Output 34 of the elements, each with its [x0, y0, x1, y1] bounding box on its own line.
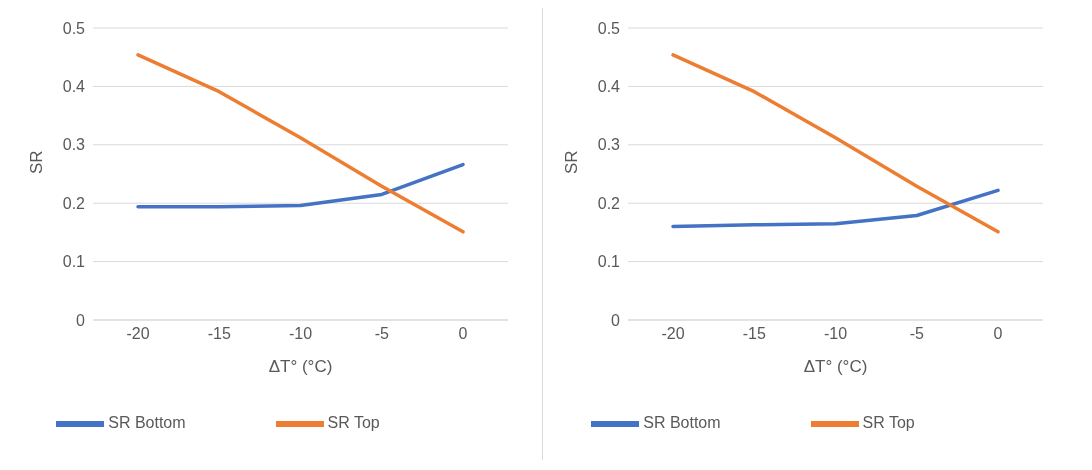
- x-tick-label: 0: [993, 325, 1003, 343]
- x-tick-label: -5: [374, 325, 389, 343]
- y-tick-label: 0.1: [597, 253, 621, 271]
- y-tick-label: 0: [76, 311, 86, 329]
- legend-label: SR Bottom: [108, 414, 186, 432]
- x-tick-label: -15: [207, 325, 231, 343]
- x-tick-label: -20: [126, 325, 150, 343]
- legend-label: SR Top: [327, 414, 380, 432]
- legend-label: SR Bottom: [643, 414, 721, 432]
- y-tick-label: 0.4: [597, 78, 621, 96]
- x-tick-label: -10: [823, 325, 848, 343]
- x-tick-label: 0: [458, 325, 468, 343]
- legend-label: SR Top: [862, 414, 915, 432]
- y-tick-label: 0.3: [62, 136, 86, 154]
- y-tick-label: 0.5: [62, 19, 86, 37]
- y-tick-label: 0.3: [597, 136, 621, 154]
- y-tick-label: 0.4: [62, 78, 86, 96]
- line-series: [136, 53, 465, 234]
- x-axis-title: ΔT° (°C): [803, 357, 868, 376]
- y-tick-label: 0.1: [62, 253, 86, 271]
- x-tick-label: -15: [742, 325, 766, 343]
- line-series: [671, 188, 1000, 229]
- x-tick-label: -5: [909, 325, 924, 343]
- x-tick-label: -20: [661, 325, 685, 343]
- y-axis-title: SR: [27, 150, 47, 174]
- line-series: [136, 162, 465, 209]
- y-tick-label: 0.2: [597, 194, 621, 212]
- y-tick-label: 0.5: [597, 19, 621, 37]
- line-series: [671, 53, 1000, 234]
- y-tick-label: 0.2: [62, 194, 86, 212]
- x-tick-label: -10: [288, 325, 313, 343]
- x-axis-title: ΔT° (°C): [268, 357, 333, 376]
- y-axis-title: SR: [562, 150, 582, 174]
- y-tick-label: 0: [611, 311, 621, 329]
